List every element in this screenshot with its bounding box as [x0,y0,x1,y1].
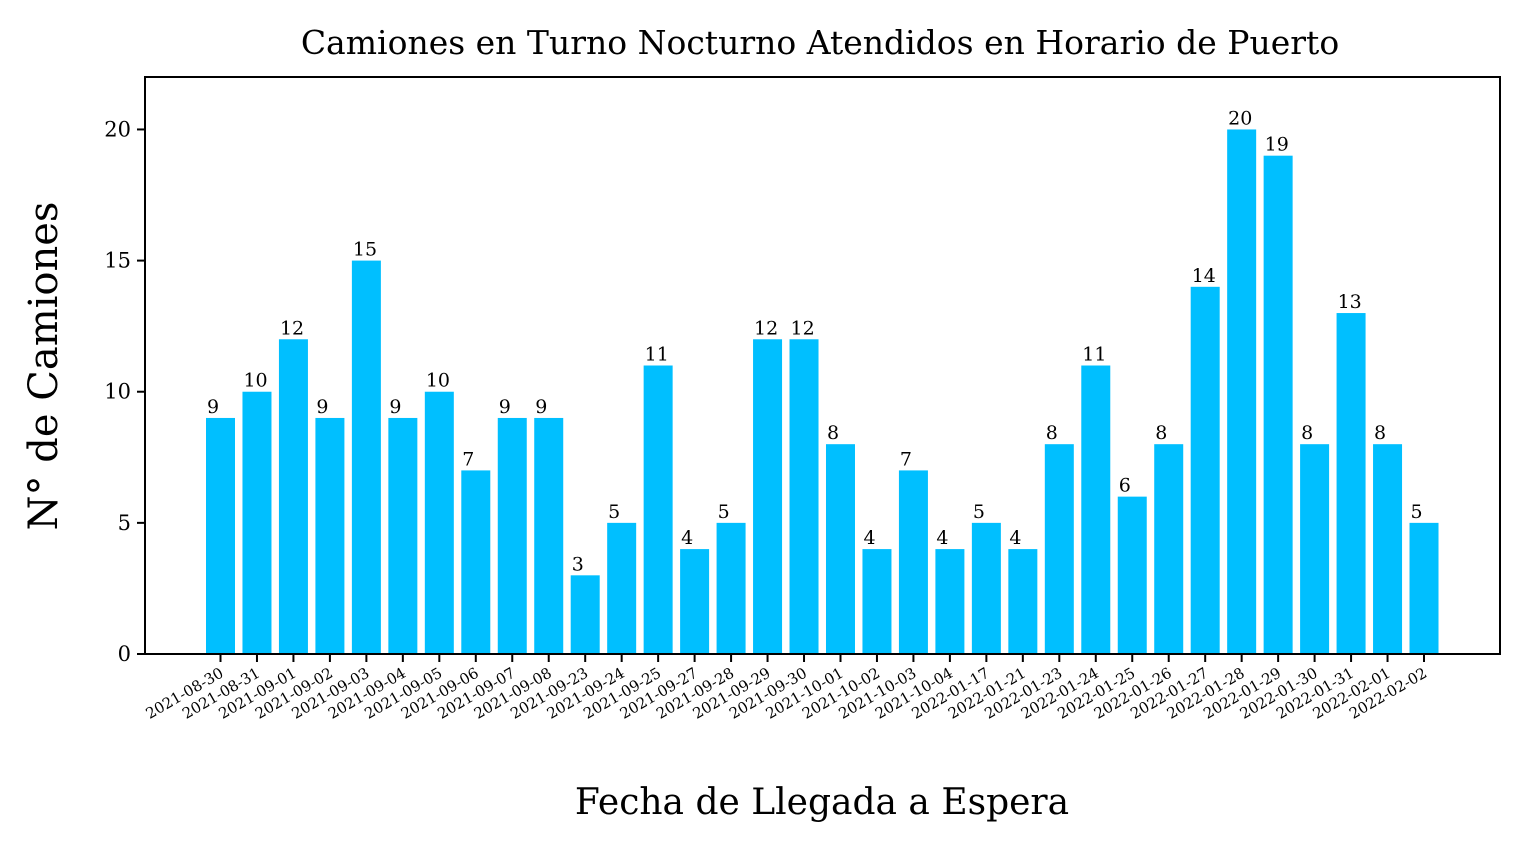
bar [716,522,746,654]
bar [680,549,710,654]
bar-value-label: 8 [1046,422,1058,444]
bar [1373,444,1403,654]
bar-value-label: 19 [1265,134,1289,156]
y-tick-label: 0 [118,642,131,666]
bar [206,417,235,654]
bar-value-label: 4 [681,527,693,549]
y-axis-ticks: 0 5 10 15 20 [104,117,145,666]
bar [1044,444,1074,654]
bar-value-label: 12 [280,317,304,339]
bar [1154,444,1184,654]
chart-title: Camiones en Turno Nocturno Atendidos en … [301,23,1339,62]
bar-value-label: 9 [207,396,219,418]
bar [825,444,855,654]
bar [1117,496,1147,654]
bar-value-label: 9 [389,396,401,418]
bar [643,365,673,654]
bars-group [206,129,1439,655]
x-axis-label: Fecha de Llegada a Espera [575,782,1069,823]
bar [388,417,418,654]
bar-value-label: 9 [499,396,511,418]
bar [351,260,381,654]
bar-value-label: 7 [462,448,474,470]
bar [1190,286,1220,654]
bar-value-label: 6 [1119,475,1131,497]
y-tick-label: 5 [118,511,131,535]
plot-frame [144,76,1501,655]
bar-value-label: 20 [1228,107,1252,129]
bar-value-label: 14 [1192,265,1216,287]
x-axis-ticks: 2021-08-302021-08-312021-09-012021-09-02… [143,654,1430,723]
bar-value-label: 15 [353,239,377,261]
bar-value-label: 5 [718,501,730,523]
bar-value-label: 5 [973,501,985,523]
bar [461,470,491,654]
bar [424,391,454,654]
bar [1227,129,1257,655]
bar [935,549,965,654]
bar-value-label: 13 [1338,291,1362,313]
bar-value-label: 11 [645,344,669,366]
bar-value-label: 9 [535,396,547,418]
bar [1300,444,1330,654]
bar-value-label: 10 [426,370,450,392]
bar [1008,549,1038,654]
bar-value-label: 11 [1082,344,1106,366]
bar-value-label: 9 [316,396,328,418]
bar [789,339,819,654]
bar-value-label: 4 [936,527,948,549]
y-axis-label: N° de Camiones [21,202,67,531]
bar [497,417,527,654]
bar-value-label: 8 [827,422,839,444]
bar-value-label: 10 [243,370,267,392]
bar [1081,365,1111,654]
bar [607,522,637,654]
bar [1263,155,1293,654]
bar [242,391,272,654]
bar-value-label: 8 [1155,422,1167,444]
bar-value-label: 7 [900,448,912,470]
y-tick-label: 20 [104,117,131,141]
bar [753,339,783,654]
bar-value-label: 12 [754,317,778,339]
bar-value-label: 8 [1374,422,1386,444]
bar [315,417,345,654]
bar-value-label: 4 [863,527,875,549]
data-labels-group: 9 10 12 9 15 9 10 7 9 9 3 5 11 4 5 12 12 8 4 7 4 5 4 8 11 6 8 14 20 1… [207,107,1423,575]
y-tick-label: 10 [104,380,131,404]
bar [971,522,1001,654]
bar-value-label: 3 [572,553,584,575]
bar-value-label: 8 [1301,422,1313,444]
bar [570,575,600,654]
bar-value-label: 5 [608,501,620,523]
bar-value-label: 5 [1411,501,1423,523]
bar-value-label: 4 [1009,527,1021,549]
bar [534,417,564,654]
bar [862,549,892,654]
bar [1336,313,1366,654]
y-tick-label: 15 [104,249,131,273]
bar [898,470,928,654]
bar [1409,522,1439,654]
bar [278,339,308,654]
bar-value-label: 12 [791,317,815,339]
